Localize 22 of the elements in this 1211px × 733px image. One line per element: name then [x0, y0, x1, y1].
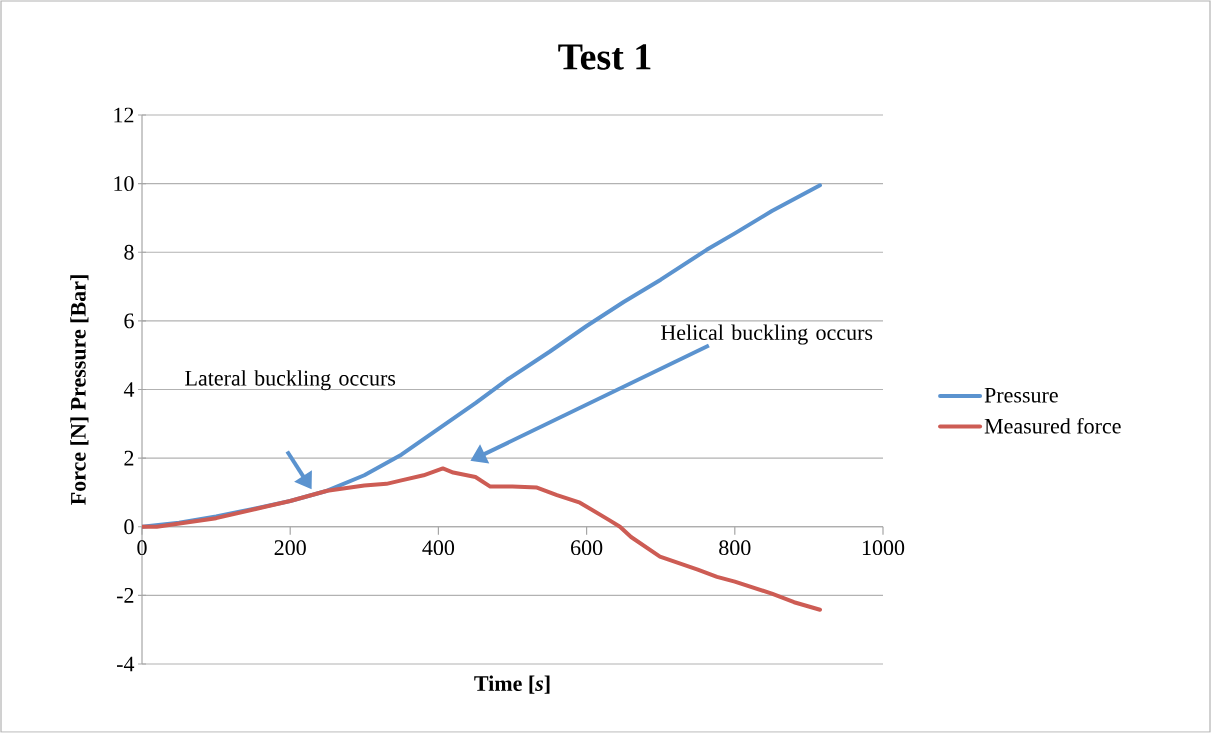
x-tick-label: 800 [719, 540, 751, 556]
y-tick-label: 12 [114, 107, 134, 123]
y-tick-label: 8 [124, 244, 134, 260]
legend-label: Pressure [984, 387, 1058, 403]
annotation: Lateral buckling occurs [185, 370, 396, 391]
y-tick-label: 4 [123, 382, 135, 397]
x-tick-label: 600 [571, 540, 603, 556]
x-axis-title: Time [s] [474, 675, 550, 694]
y-tick-label: 10 [114, 176, 134, 192]
y-tick-label: 0 [124, 519, 134, 535]
x-tick-label: 400 [422, 540, 455, 556]
y-tick-label: 6 [124, 313, 134, 329]
annotation: Helical buckling occurs [661, 324, 873, 345]
x-tick-label: 200 [274, 540, 306, 556]
y-axis-title: Force [N] Pressure [Bar] [70, 275, 89, 505]
x-tick-label: 0 [137, 540, 147, 556]
chart-title: Test 1 [558, 44, 651, 70]
y-tick-label: -4 [116, 656, 135, 672]
x-tick-label: 1000 [862, 540, 905, 556]
y-tick-label: 2 [124, 450, 134, 466]
y-tick-label: -2 [116, 588, 134, 603]
legend-label: Measured force [984, 417, 1121, 434]
